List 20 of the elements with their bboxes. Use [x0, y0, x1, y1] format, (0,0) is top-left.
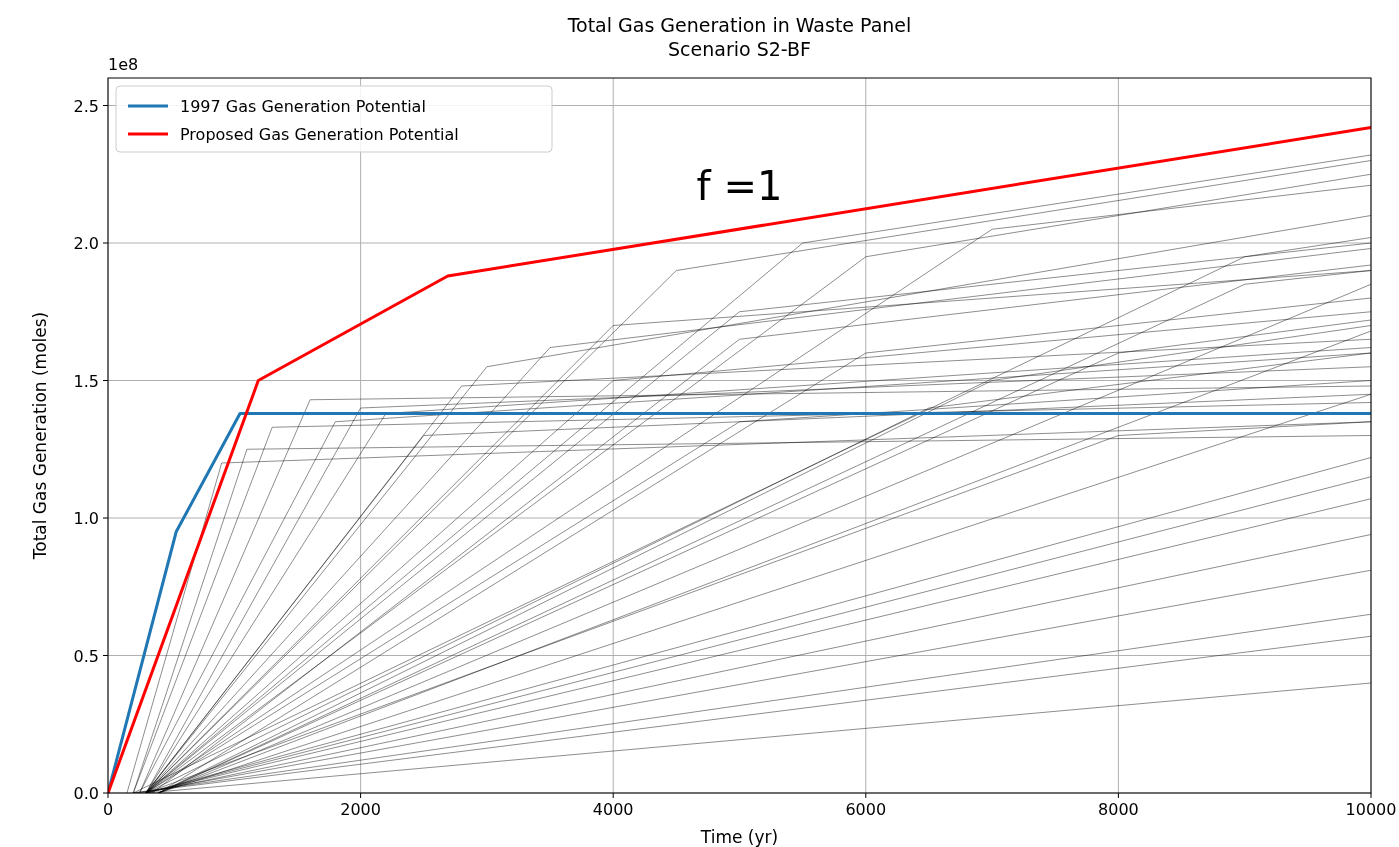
y-axis-title: Total Gas Generation (moles): [30, 311, 50, 561]
y-tick-label: 1.0: [73, 509, 99, 528]
x-tick-label: 4000: [592, 800, 634, 819]
y-tick-label: 1.5: [73, 371, 99, 391]
y-tick-label: 2.5: [73, 96, 99, 116]
y-tick-label: 0.5: [73, 646, 99, 666]
chart-subtitle: Scenario S2-BF: [668, 38, 811, 60]
chart-title: Total Gas Generation in Waste Panel: [566, 14, 912, 36]
legend-label: Proposed Gas Generation Potential: [180, 125, 459, 144]
x-tick-label: 0: [102, 800, 114, 819]
x-tick-label: 2000: [340, 800, 381, 819]
x-tick-label: 8000: [1098, 800, 1139, 819]
x-tick-label: 6000: [845, 800, 887, 819]
legend-label: 1997 Gas Generation Potential: [180, 97, 426, 116]
x-axis-title: Time (yr): [699, 827, 779, 847]
x-tick-label: 10000: [1345, 800, 1397, 819]
annotation: f =1: [696, 163, 783, 209]
y-tick-label: 0.0: [73, 784, 99, 803]
text: 1e8: [108, 55, 139, 74]
y-tick-label: 2.0: [73, 234, 99, 253]
